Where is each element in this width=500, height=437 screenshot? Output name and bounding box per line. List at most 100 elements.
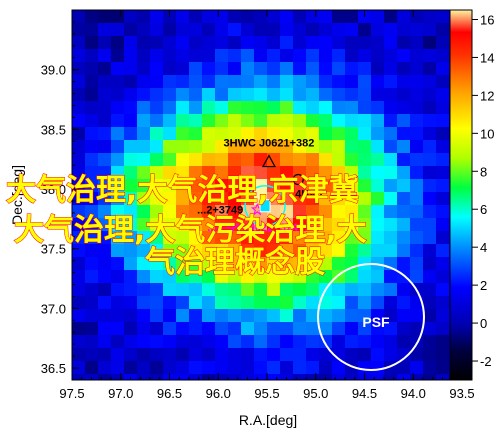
- heatmap-cell: [85, 88, 98, 101]
- heatmap-cell: [384, 101, 397, 114]
- heatmap-cell: [397, 192, 410, 205]
- heatmap-cell: [319, 244, 332, 257]
- heatmap-cell: [267, 270, 280, 283]
- heatmap-cell: [215, 257, 228, 270]
- heatmap-cell: [150, 10, 163, 23]
- heatmap-cell: [332, 49, 345, 62]
- heatmap-cell: [202, 88, 215, 101]
- heatmap-cell: [306, 153, 319, 166]
- heatmap-cell: [423, 205, 436, 218]
- heatmap-cell: [124, 166, 137, 179]
- heatmap-cell: [293, 140, 306, 153]
- heatmap-cell: [150, 335, 163, 348]
- heatmap-cell: [72, 218, 85, 231]
- heatmap-cell: [202, 283, 215, 296]
- heatmap-cell: [98, 75, 111, 88]
- heatmap-cell: [189, 192, 202, 205]
- heatmap-cell: [254, 88, 267, 101]
- heatmap-cell: [371, 179, 384, 192]
- heatmap-cell: [267, 127, 280, 140]
- heatmap-cell: [85, 49, 98, 62]
- heatmap-cell: [332, 296, 345, 309]
- heatmap-cell: [306, 244, 319, 257]
- heatmap-cell: [176, 88, 189, 101]
- heatmap-cell: [98, 114, 111, 127]
- heatmap-cell: [189, 374, 202, 380]
- heatmap-cell: [293, 322, 306, 335]
- heatmap-cell: [150, 205, 163, 218]
- heatmap-cell: [189, 36, 202, 49]
- heatmap-cell: [163, 166, 176, 179]
- heatmap-cell: [254, 75, 267, 88]
- heatmap-cell: [72, 23, 85, 36]
- heatmap-cell: [85, 62, 98, 75]
- heatmap-cell: [410, 101, 423, 114]
- heatmap-cell: [215, 101, 228, 114]
- heatmap-cell: [163, 205, 176, 218]
- heatmap-cell: [332, 88, 345, 101]
- heatmap-cell: [241, 10, 254, 23]
- heatmap-cell: [397, 49, 410, 62]
- heatmap-cell: [254, 361, 267, 374]
- heatmap-cell: [150, 153, 163, 166]
- heatmap-cell: [267, 296, 280, 309]
- heatmap-cell: [397, 114, 410, 127]
- heatmap-cell: [345, 348, 358, 361]
- heatmap-cell: [332, 335, 345, 348]
- x-tick-label: 95.5: [254, 386, 279, 401]
- heatmap-cell: [345, 244, 358, 257]
- heatmap-cell: [228, 62, 241, 75]
- heatmap-cell: [137, 127, 150, 140]
- heatmap-cell: [228, 257, 241, 270]
- x-tick-label: 97.5: [59, 386, 84, 401]
- heatmap-cell: [280, 361, 293, 374]
- heatmap-cell: [215, 322, 228, 335]
- heatmap-cell: [137, 49, 150, 62]
- heatmap-cell: [176, 23, 189, 36]
- heatmap-cell: [241, 283, 254, 296]
- heatmap-cell: [137, 101, 150, 114]
- heatmap-cell: [124, 49, 137, 62]
- heatmap-cell: [137, 114, 150, 127]
- heatmap-cell: [436, 205, 449, 218]
- heatmap-cell: [215, 114, 228, 127]
- heatmap-cell: [410, 309, 423, 322]
- heatmap-cell: [397, 127, 410, 140]
- heatmap-cell: [98, 127, 111, 140]
- heatmap-cell: [202, 205, 215, 218]
- heatmap-cell: [436, 322, 449, 335]
- heatmap-cell: [384, 335, 397, 348]
- heatmap-cell: [150, 322, 163, 335]
- heatmap-cell: [319, 75, 332, 88]
- heatmap-cell: [202, 361, 215, 374]
- heatmap-cell: [280, 309, 293, 322]
- heatmap-cell: [345, 218, 358, 231]
- axis-ticks: [71, 10, 463, 380]
- heatmap-cell: [293, 36, 306, 49]
- source-circle-marker: [292, 173, 304, 186]
- heatmap-cell: [176, 166, 189, 179]
- heatmap-cell: [384, 309, 397, 322]
- heatmap-cell: [410, 348, 423, 361]
- heatmap-cell: [228, 36, 241, 49]
- heatmap-cell: [85, 231, 98, 244]
- heatmap-cell: [319, 218, 332, 231]
- heatmap-cell: [254, 348, 267, 361]
- heatmap-cell: [332, 231, 345, 244]
- heatmap-cell: [332, 101, 345, 114]
- heatmap-cell: [228, 361, 241, 374]
- heatmap-cell: [371, 231, 384, 244]
- heatmap-cell: [111, 244, 124, 257]
- overlay-line-1: 大气治理,大气治理,京津冀: [6, 173, 359, 208]
- heatmap-cell: [254, 49, 267, 62]
- heatmap-cell: [189, 166, 202, 179]
- heatmap-cell: [280, 127, 293, 140]
- heatmap-cell: [241, 36, 254, 49]
- heatmap-cell: [189, 140, 202, 153]
- heatmap-cell: [306, 62, 319, 75]
- heatmap-cell: [150, 192, 163, 205]
- heatmap-cell: [72, 374, 85, 380]
- heatmap-cell: [345, 140, 358, 153]
- heatmap-cell: [163, 231, 176, 244]
- heatmap-cell: [124, 283, 137, 296]
